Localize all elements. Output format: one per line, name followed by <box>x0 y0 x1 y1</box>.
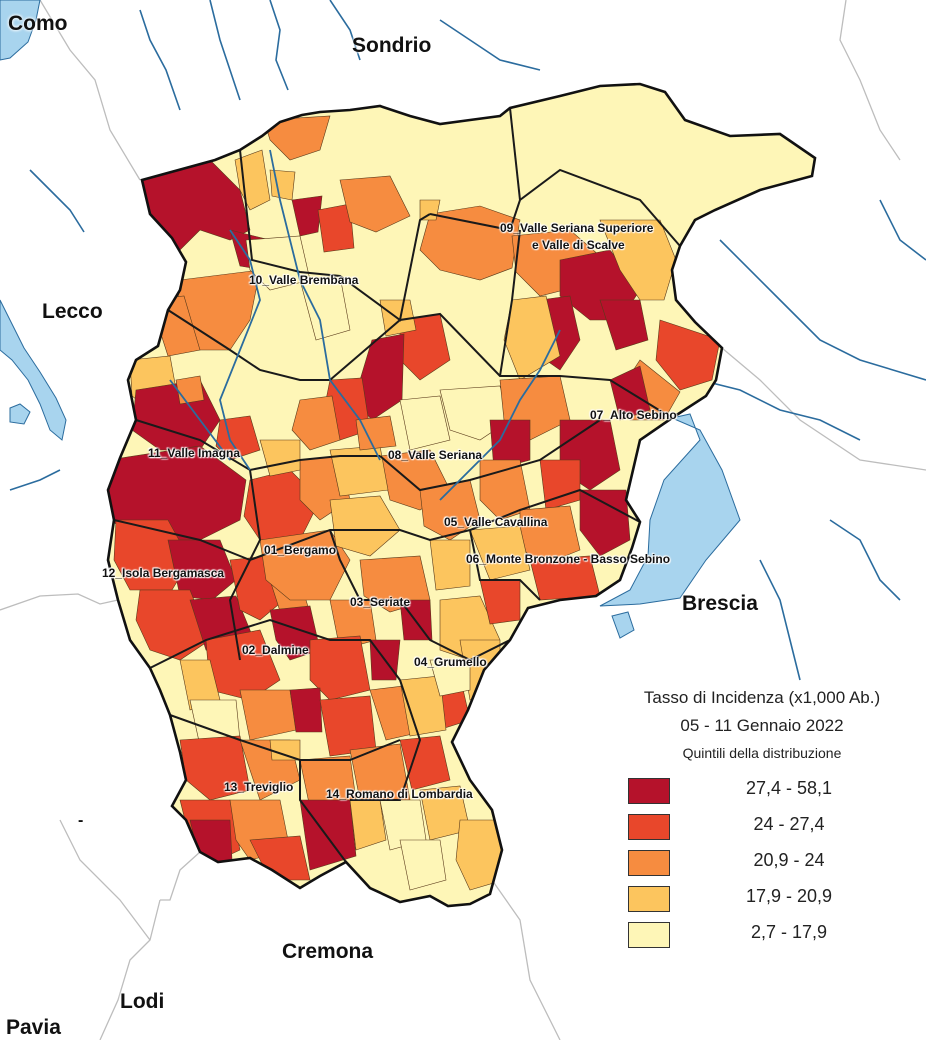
district-label-grumello: 04_Grumello <box>414 655 487 669</box>
legend-label: 27,4 - 58,1 <box>745 778 833 798</box>
district-label-alto-sebino: 07_Alto Sebino <box>590 408 677 422</box>
legend-swatch <box>628 814 670 840</box>
legend-label: 17,9 - 20,9 <box>745 886 833 906</box>
rivers <box>9 0 926 681</box>
lakes <box>0 0 741 639</box>
province-label-lodi: Lodi <box>120 990 165 1013</box>
district-label-valle-cavallina: 05_Valle Cavallina <box>444 515 548 529</box>
province-label-brescia: Brescia <box>682 592 758 615</box>
legend-swatch <box>628 778 670 804</box>
legend-swatch <box>628 922 670 948</box>
legend-title: Tasso di Incidenza (x1,000 Ab.) <box>643 688 881 707</box>
district-label-valle-di-scalve: e Valle di Scalve <box>532 238 625 252</box>
province-label-dash: - <box>78 812 84 829</box>
district-label-seriate: 03_Seriate <box>350 595 411 609</box>
legend-item: 27,4 - 58,1 <box>612 774 912 810</box>
district-label-bergamo: 01_Bergamo <box>264 543 337 557</box>
province-label-lecco: Lecco <box>42 300 103 323</box>
district-label-valle-imagna: 11_Valle Imagna <box>148 446 241 460</box>
map-legend: Tasso di Incidenza (x1,000 Ab.) 05 - 11 … <box>612 684 912 954</box>
province-label-como: Como <box>8 12 68 35</box>
legend-item: 24 - 27,4 <box>612 810 912 846</box>
legend-item: 20,9 - 24 <box>612 846 912 882</box>
district-label-monte-bronzone: 06_Monte Bronzone - Basso Sebino <box>466 552 671 566</box>
district-label-treviglio: 13_Treviglio <box>224 780 294 794</box>
district-label-dalmine: 02_Dalmine <box>242 643 309 657</box>
legend-label: 24 - 27,4 <box>753 814 825 834</box>
legend-label: 20,9 - 24 <box>753 850 825 870</box>
legend-date: 05 - 11 Gennaio 2022 <box>680 716 844 735</box>
province-outline <box>106 82 817 908</box>
province-label-pavia: Pavia <box>6 1016 61 1039</box>
legend-item: 2,7 - 17,9 <box>612 918 912 954</box>
district-label-romano: 14_Romano di Lombardia <box>326 787 473 801</box>
legend-subtitle: Quintili della distribuzione <box>682 745 842 761</box>
district-label-isola-bergamasca: 12_Isola Bergamasca <box>102 566 225 580</box>
legend-label: 2,7 - 17,9 <box>750 922 828 942</box>
district-label-valle-brembana: 10_Valle Brembana <box>249 273 359 287</box>
legend-item: 17,9 - 20,9 <box>612 882 912 918</box>
province-label-cremona: Cremona <box>282 940 374 963</box>
district-label-valle-seriana-superiore: 09_Valle Seriana Superiore <box>500 221 654 235</box>
province-label-sondrio: Sondrio <box>352 34 432 57</box>
district-label-valle-seriana: 08_Valle Seriana <box>388 448 483 462</box>
legend-swatch <box>628 886 670 912</box>
legend-swatch <box>628 850 670 876</box>
